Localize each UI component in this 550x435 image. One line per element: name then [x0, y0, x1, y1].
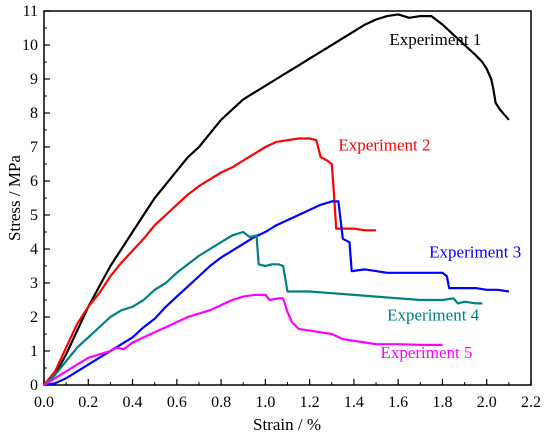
- y-tick-label: 3: [30, 275, 38, 292]
- y-tick-label: 8: [30, 105, 38, 122]
- series-label-experiment-5: Experiment 5: [380, 343, 472, 362]
- y-tick-label: 0: [30, 377, 38, 394]
- y-tick-label: 2: [30, 309, 38, 326]
- series-line-experiment-4: [43, 230, 483, 386]
- x-tick-label: 2.2: [521, 394, 541, 411]
- plot-frame: [43, 10, 532, 386]
- x-tick-label: 1.6: [388, 394, 408, 411]
- y-tick-label: 9: [30, 71, 38, 88]
- series-label-experiment-3: Experiment 3: [429, 243, 521, 262]
- x-tick-label: 0.4: [123, 394, 143, 411]
- y-tick-label: 10: [22, 37, 38, 54]
- series-line-experiment-3: [43, 200, 510, 387]
- series-label-experiment-2: Experiment 2: [338, 135, 430, 154]
- y-tick-label: 7: [30, 139, 38, 156]
- series-line-experiment-2: [43, 137, 376, 386]
- series-labels: Experiment 1 Experiment 2 Experiment 3 Expe…: [338, 30, 521, 362]
- series-label-experiment-4: Experiment 4: [387, 305, 480, 324]
- x-tick-label: 1.2: [300, 394, 320, 411]
- y-tick-label: 6: [30, 173, 38, 190]
- y-tick-label: 4: [30, 241, 38, 258]
- axis-ticks: 0.0 0.2 0.4 0.6 0.8 1.0 1.2 1.4 1.6 1.8 2.0 2.2 0 1 2 3…: [22, 3, 541, 411]
- x-tick-label: 2.0: [477, 394, 497, 411]
- x-tick-label: 0.2: [78, 394, 98, 411]
- x-tick-label: 0.6: [167, 394, 187, 411]
- x-tick-label: 0.0: [34, 394, 54, 411]
- x-tick-label: 0.8: [211, 394, 231, 411]
- x-tick-label: 1.0: [255, 394, 275, 411]
- y-axis-title: Stress / MPa: [5, 155, 24, 241]
- y-tick-label: 5: [30, 207, 38, 224]
- series-label-experiment-1: Experiment 1: [389, 30, 481, 49]
- series-line-experiment-5: [43, 293, 443, 386]
- series-group: [43, 13, 510, 387]
- x-tick-label: 1.4: [344, 394, 364, 411]
- y-tick-label: 11: [23, 3, 38, 20]
- x-tick-label: 1.8: [432, 394, 452, 411]
- x-axis-title: Strain / %: [253, 415, 321, 434]
- y-tick-label: 1: [30, 343, 38, 360]
- series-line-experiment-1: [43, 13, 510, 386]
